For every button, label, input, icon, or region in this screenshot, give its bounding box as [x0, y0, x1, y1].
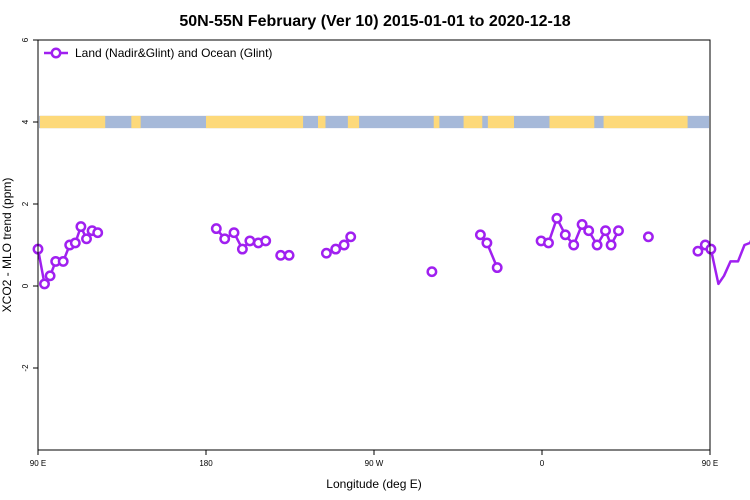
land-segment [433, 115, 440, 129]
data-point [642, 231, 654, 243]
legend: Land (Nadir&Glint) and Ocean (Glint) [44, 46, 272, 60]
legend-marker [50, 47, 62, 59]
data-point [210, 223, 222, 235]
data-point [613, 225, 624, 237]
series-line [697, 239, 750, 286]
land-segment [206, 115, 304, 129]
data-point [92, 227, 104, 239]
data-point [69, 237, 81, 249]
data-point [426, 266, 438, 278]
data-point [591, 239, 603, 251]
land-segment [549, 115, 595, 129]
y-tick-label: 6 [21, 37, 30, 42]
data-point [692, 245, 704, 257]
data-point [39, 278, 50, 290]
data-point [543, 237, 554, 249]
data-point [474, 229, 486, 241]
data-point [81, 233, 92, 245]
data-point [705, 243, 717, 255]
data-point [551, 212, 563, 224]
x-tick-label: 180 [199, 459, 213, 468]
data-point [491, 262, 503, 274]
data-point [244, 235, 256, 247]
data-point [57, 255, 69, 267]
x-tick-label: 0 [540, 459, 545, 468]
series-layer [32, 212, 750, 290]
data-point [275, 249, 287, 261]
data-point [583, 225, 595, 237]
surface-band [39, 115, 709, 129]
data-point [228, 227, 240, 239]
land-segment [131, 115, 141, 129]
x-tick-label: 90 W [365, 459, 384, 468]
chart-title: 50N-55N February (Ver 10) 2015-01-01 to … [179, 13, 570, 30]
y-tick-label: 4 [21, 119, 30, 124]
y-axis-label: XCO2 - MLO trend (ppm) [0, 178, 14, 313]
data-point [600, 225, 611, 237]
data-point [44, 270, 56, 282]
data-point [568, 239, 580, 251]
x-axis: 90 E 180 90 W 0 90 E [30, 450, 718, 468]
land-segment [318, 115, 326, 129]
data-point [481, 237, 493, 249]
land-segment [487, 115, 514, 129]
legend-label: Land (Nadir&Glint) and Ocean (Glint) [75, 46, 272, 60]
x-axis-label: Longitude (deg E) [326, 477, 421, 491]
land-segment [463, 115, 483, 129]
y-tick-label: 0 [21, 283, 30, 288]
data-point [75, 221, 87, 233]
data-point [236, 243, 248, 255]
data-point [559, 229, 571, 241]
data-point [330, 243, 342, 255]
land-segment [39, 115, 106, 129]
data-point [345, 231, 357, 243]
data-point [260, 235, 272, 247]
data-point [576, 219, 588, 230]
data-point [320, 247, 332, 259]
y-tick-label: -2 [21, 364, 30, 372]
x-tick-label: 90 E [30, 459, 46, 468]
data-point [219, 233, 231, 245]
x-tick-label: 90 E [702, 459, 718, 468]
y-axis: -2 0 2 4 6 [21, 37, 38, 372]
data-point [283, 249, 295, 261]
data-point [338, 239, 350, 251]
data-point [605, 239, 617, 251]
y-tick-label: 2 [21, 201, 30, 206]
land-segment [347, 115, 360, 129]
land-segment [603, 115, 688, 129]
